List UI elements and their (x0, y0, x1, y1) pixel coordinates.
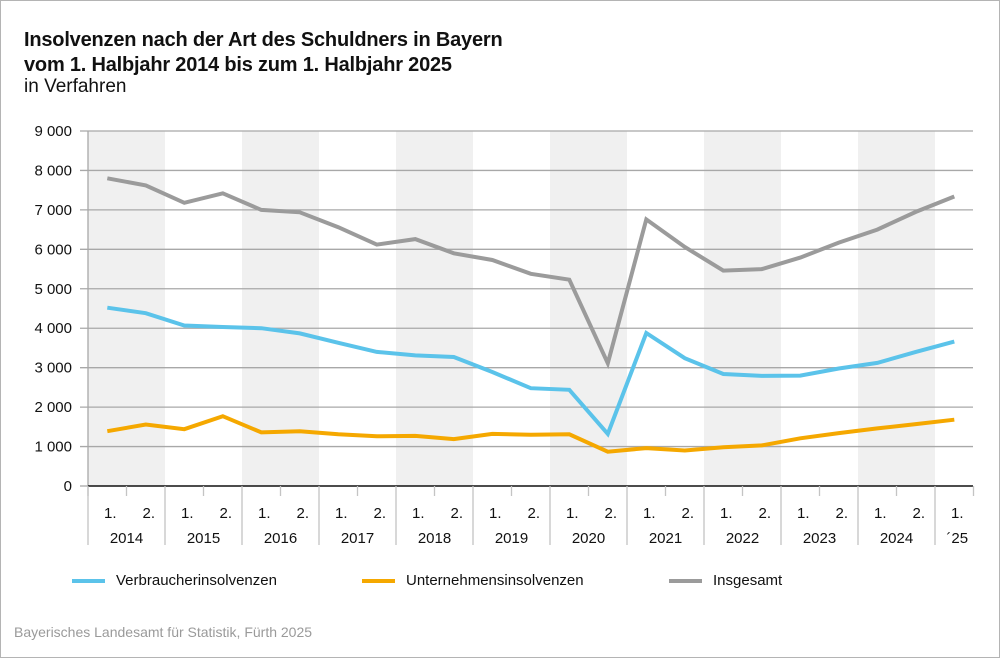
x-tick-label: 2. (219, 505, 232, 522)
title-line-1: Insolvenzen nach der Art des Schuldners … (24, 29, 503, 51)
x-tick-label: 1. (874, 505, 887, 522)
x-tick-label: 1. (566, 505, 579, 522)
x-year-label: ´25 (946, 530, 968, 547)
y-tick-label: 7 000 (34, 202, 72, 219)
legend-label-verbraucher: Verbraucherinsolvenzen (116, 572, 277, 589)
y-tick-label: 2 000 (34, 399, 72, 416)
x-tick-label: 2. (296, 505, 309, 522)
year-band-2022 (704, 131, 781, 486)
series-lines (106, 176, 956, 454)
legend-swatch-verbraucher (72, 578, 105, 583)
x-year-label: 2015 (187, 530, 220, 547)
x-tick-label: 2. (373, 505, 386, 522)
x-tick-label: 2. (912, 505, 925, 522)
x-year-label: 2019 (495, 530, 528, 547)
title-line-2: vom 1. Halbjahr 2014 bis zum 1. Halbjahr… (24, 54, 452, 76)
x-tick-label: 1. (951, 505, 964, 522)
x-year-label: 2023 (803, 530, 836, 547)
series-line-unternehmensinsolvenzen (106, 414, 955, 454)
x-year-label: 2018 (418, 530, 451, 547)
legend-label-insgesamt: Insgesamt (713, 572, 783, 589)
source-footer: Bayerisches Landesamt für Statistik, Für… (14, 624, 313, 640)
legend: Verbraucherinsolvenzen Unternehmensinsol… (0, 572, 1000, 594)
year-band-2024 (858, 131, 935, 486)
x-year-label: 2021 (649, 530, 682, 547)
y-tick-label: 3 000 (34, 360, 72, 377)
year-bands (88, 131, 935, 486)
x-tick-label: 1. (643, 505, 656, 522)
x-tick-label: 1. (335, 505, 348, 522)
chart-title: Insolvenzen nach der Art des Schuldners … (24, 28, 503, 78)
x-tick-label: 2. (758, 505, 771, 522)
y-tick-label: 9 000 (34, 123, 72, 140)
x-year-label: 2016 (264, 530, 297, 547)
legend-item-unternehmen: Unternehmensinsolvenzen (362, 572, 584, 589)
legend-swatch-unternehmen (362, 578, 395, 583)
x-tick-label: 2. (527, 505, 540, 522)
x-year-label: 2017 (341, 530, 374, 547)
x-tick-label: 2. (835, 505, 848, 522)
x-tick-label: 1. (720, 505, 733, 522)
x-tick-label: 1. (181, 505, 194, 522)
y-tick-label: 8 000 (34, 162, 72, 179)
x-tick-label: 1. (797, 505, 810, 522)
x-tick-label: 2. (604, 505, 617, 522)
y-tick-label: 0 (64, 478, 72, 495)
legend-label-unternehmen: Unternehmensinsolvenzen (406, 572, 584, 589)
x-year-label: 2020 (572, 530, 605, 547)
legend-item-verbraucher: Verbraucherinsolvenzen (72, 572, 277, 589)
x-tick-label: 1. (489, 505, 502, 522)
y-tick-label: 4 000 (34, 320, 72, 337)
series-line-insgesamt (106, 176, 956, 370)
series-line-verbraucherinsolvenzen (107, 305, 955, 438)
x-tick-label: 1. (412, 505, 425, 522)
x-tick-label: 1. (258, 505, 271, 522)
chart-subtitle: in Verfahren (24, 76, 127, 97)
x-tick-label: 2. (681, 505, 694, 522)
x-axis: 1. 2. 1. 2. 1. 2. 1. 2. 1. 2. 1. 2. 1. 2. 1. 2. 1. 2. 1. 2.… (87, 485, 975, 547)
x-tick-label: 2. (450, 505, 463, 522)
year-band-2016 (242, 131, 319, 486)
year-band-2020 (550, 131, 627, 486)
y-tick-label: 6 000 (34, 241, 72, 258)
x-year-label: 2014 (110, 530, 143, 547)
x-year-label: 2024 (880, 530, 913, 547)
x-tick-label: 1. (104, 505, 117, 522)
x-tick-label: 2. (142, 505, 155, 522)
y-axis-ticks: 0 1 000 2 000 3 000 4 000 5 000 6 000 7 000 8 00… (34, 123, 72, 495)
year-band-2018 (396, 131, 473, 486)
y-tick-label: 1 000 (34, 439, 72, 456)
x-year-label: 2022 (726, 530, 759, 547)
gridlines (80, 130, 973, 496)
legend-swatch-insgesamt (669, 578, 702, 583)
y-tick-label: 5 000 (34, 281, 72, 298)
legend-item-insgesamt: Insgesamt (669, 572, 782, 589)
